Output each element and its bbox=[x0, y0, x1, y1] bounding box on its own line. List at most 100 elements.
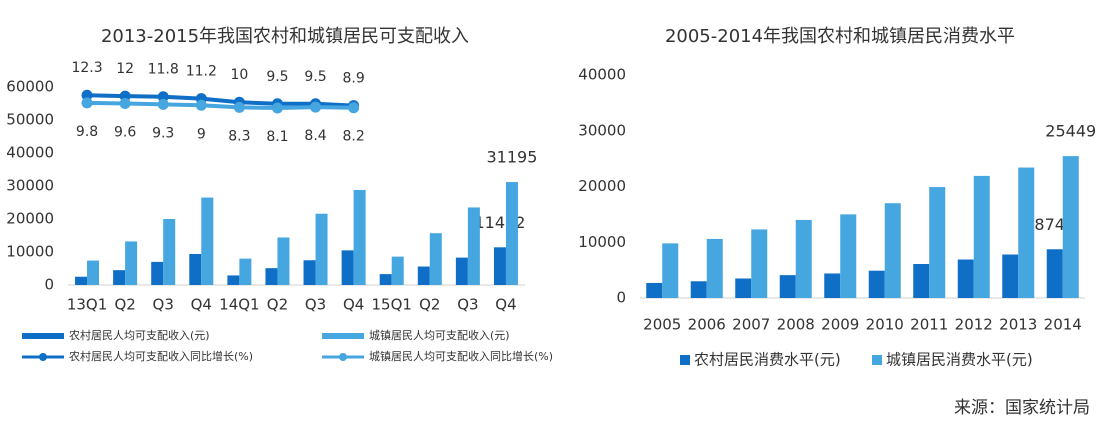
data-label: 25449 bbox=[1045, 122, 1096, 141]
data-label: 9.8 bbox=[76, 124, 98, 140]
x-tick-label: 14Q1 bbox=[219, 296, 259, 314]
bar bbox=[163, 219, 176, 285]
data-label: 9.3 bbox=[152, 125, 174, 141]
bar bbox=[227, 275, 240, 285]
bar bbox=[113, 270, 126, 285]
y-tick-label: 50000 bbox=[6, 111, 54, 129]
bar bbox=[646, 282, 663, 298]
bar bbox=[1018, 167, 1035, 298]
x-tick-label: Q2 bbox=[267, 296, 288, 314]
bar bbox=[239, 258, 252, 285]
y-tick-label: 40000 bbox=[6, 144, 54, 162]
line bbox=[86, 93, 354, 108]
line-marker bbox=[81, 97, 93, 109]
data-label: 12 bbox=[116, 61, 134, 77]
data-label: 9 bbox=[197, 126, 206, 142]
x-tick-label: 2012 bbox=[955, 316, 993, 334]
data-label: 8.1 bbox=[266, 129, 288, 145]
line-marker bbox=[157, 91, 169, 103]
bar bbox=[125, 241, 138, 285]
bar bbox=[824, 273, 841, 298]
legend-label: 农村居民消费水平(元) bbox=[694, 351, 841, 369]
data-label: 11.8 bbox=[148, 62, 179, 78]
bar bbox=[493, 247, 506, 285]
x-tick-label: Q3 bbox=[305, 296, 326, 314]
bar bbox=[1062, 156, 1079, 298]
bar bbox=[505, 182, 518, 285]
data-label: 8.9 bbox=[342, 71, 364, 87]
y-tick-label: 10000 bbox=[578, 233, 626, 251]
bar bbox=[1046, 249, 1063, 298]
data-label: 8.2 bbox=[342, 129, 364, 145]
data-label: 9.6 bbox=[114, 124, 136, 140]
bar bbox=[353, 189, 366, 285]
x-tick-label: 13Q1 bbox=[67, 296, 107, 314]
bar bbox=[735, 278, 752, 298]
source: 来源：国家统计局 bbox=[954, 398, 1090, 418]
y-tick-label: 0 bbox=[616, 289, 626, 307]
x-tick-label: 2006 bbox=[688, 316, 726, 334]
bar bbox=[690, 281, 707, 298]
line bbox=[87, 100, 354, 111]
data-label: 10 bbox=[230, 67, 248, 83]
legend-swatch bbox=[39, 353, 47, 361]
data-label: 31195 bbox=[487, 148, 538, 167]
y-tick-label: 20000 bbox=[6, 210, 54, 228]
y-tick-label: 60000 bbox=[6, 78, 54, 96]
bar bbox=[751, 229, 768, 298]
bar bbox=[201, 197, 214, 285]
x-tick-label: Q3 bbox=[457, 296, 478, 314]
chart-title: 2005-2014年我国农村和城镇居民消费水平 bbox=[665, 26, 1015, 47]
line-marker bbox=[157, 98, 169, 110]
bar bbox=[265, 268, 278, 285]
bar bbox=[379, 274, 392, 285]
data-label: 11.2 bbox=[186, 64, 217, 80]
legend-label: 农村居民人均可支配收入(元) bbox=[69, 328, 210, 342]
x-tick-label: Q4 bbox=[343, 296, 364, 314]
x-tick-label: Q4 bbox=[191, 296, 212, 314]
bar bbox=[1002, 254, 1019, 298]
line-marker bbox=[81, 89, 93, 101]
x-tick-label: Q3 bbox=[153, 296, 174, 314]
legend-swatch bbox=[339, 353, 347, 361]
data-label: 8.4 bbox=[304, 128, 326, 144]
y-tick-label: 20000 bbox=[578, 177, 626, 195]
bar bbox=[75, 276, 88, 285]
bar bbox=[913, 263, 930, 298]
y-tick-label: 40000 bbox=[578, 66, 626, 84]
line-marker bbox=[119, 97, 131, 109]
data-label: 8.3 bbox=[228, 128, 250, 144]
bar bbox=[957, 259, 974, 298]
bar bbox=[795, 219, 812, 298]
bar bbox=[884, 203, 901, 298]
bar bbox=[391, 256, 404, 285]
legend-label: 农村居民人均可支配收入同比增长(%) bbox=[69, 349, 253, 363]
x-tick-label: Q2 bbox=[419, 296, 440, 314]
legend-swatch bbox=[872, 355, 882, 365]
bar bbox=[662, 243, 679, 298]
y-tick-label: 0 bbox=[44, 276, 54, 294]
line-marker bbox=[195, 99, 207, 111]
x-tick-label: 2008 bbox=[777, 316, 815, 334]
data-label: 12.3 bbox=[71, 60, 102, 76]
legend-swatch bbox=[322, 333, 364, 339]
x-tick-label: 2011 bbox=[910, 316, 948, 334]
legend-swatch bbox=[680, 355, 690, 365]
x-tick-label: 2007 bbox=[732, 316, 770, 334]
bar bbox=[779, 275, 796, 298]
data-label: 9.5 bbox=[266, 69, 288, 85]
x-tick-label: 2009 bbox=[821, 316, 859, 334]
legend-label: 城镇居民消费水平(元) bbox=[886, 351, 1033, 369]
bar bbox=[151, 261, 164, 285]
legend-label: 城镇居民人均可支配收入(元) bbox=[369, 328, 510, 342]
bar bbox=[973, 175, 990, 298]
bar bbox=[277, 237, 290, 285]
legend-swatch bbox=[22, 333, 64, 339]
x-tick-label: 15Q1 bbox=[371, 296, 411, 314]
bar bbox=[189, 253, 202, 285]
line-marker bbox=[233, 101, 245, 113]
bar bbox=[341, 250, 354, 285]
x-tick-label: Q4 bbox=[495, 296, 516, 314]
bar bbox=[303, 260, 316, 285]
